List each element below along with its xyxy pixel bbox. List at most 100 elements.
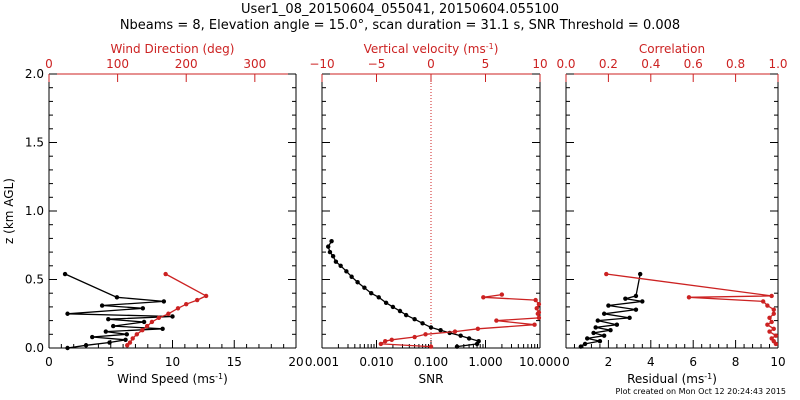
top-tick-label: 0: [427, 57, 435, 71]
top-tick-label: 5: [482, 57, 490, 71]
data-point: [638, 271, 643, 277]
data-point: [466, 336, 472, 341]
data-point: [378, 341, 384, 347]
data-point: [99, 303, 105, 308]
y-tick-label: 2.0: [25, 67, 44, 81]
y-tick-label: 1.5: [25, 136, 44, 150]
data-point: [420, 321, 425, 326]
data-point: [149, 319, 155, 325]
data-point: [376, 295, 381, 300]
data-point: [769, 319, 774, 325]
data-point: [130, 336, 135, 341]
data-point: [106, 317, 111, 322]
data-point: [124, 332, 130, 337]
top-tick-label: 0.8: [726, 57, 745, 71]
data-point: [533, 297, 538, 303]
data-point: [144, 323, 150, 329]
series-line: [606, 273, 778, 345]
data-point: [326, 244, 331, 249]
data-point: [390, 304, 396, 310]
data-point: [338, 263, 343, 268]
chart-title: User1_08_20150604_055041, 20150604.05510…: [241, 2, 559, 17]
x-tick-label: 0.001: [305, 355, 339, 369]
x-tick-label: 2: [605, 355, 613, 369]
x-tick-label: 10: [770, 355, 785, 369]
data-point: [595, 318, 600, 323]
data-point: [454, 344, 460, 349]
series-line: [126, 273, 208, 346]
x-tick-label: 20: [288, 355, 303, 369]
data-point: [327, 249, 333, 255]
data-point: [140, 327, 145, 333]
data-point: [428, 325, 434, 330]
top-tick-label: 0.0: [556, 57, 575, 71]
top-axis-label: Wind Direction (deg): [111, 42, 235, 56]
data-point: [438, 327, 443, 333]
data-point: [141, 319, 147, 325]
x-tick-label: 10: [165, 355, 180, 369]
data-point: [114, 295, 120, 300]
x-tick-label: 0: [45, 355, 53, 369]
data-point: [760, 299, 766, 304]
data-point: [389, 337, 394, 342]
data-point: [369, 291, 374, 296]
data-point: [412, 317, 417, 322]
y-tick-label: 1.0: [25, 204, 44, 218]
data-point: [601, 333, 607, 338]
x-tick-label: 0: [562, 355, 570, 369]
data-point: [428, 344, 434, 349]
data-point: [771, 307, 776, 312]
data-point: [627, 315, 632, 321]
x-tick-label: 1.000: [468, 355, 502, 369]
data-point: [767, 329, 772, 334]
data-point: [412, 334, 417, 340]
data-point: [614, 322, 620, 327]
data-point: [499, 292, 505, 297]
data-point: [585, 336, 590, 341]
data-point: [452, 329, 458, 334]
data-point: [597, 338, 603, 344]
data-point: [582, 341, 588, 347]
data-point: [103, 329, 109, 334]
data-point: [140, 306, 146, 311]
data-point: [604, 271, 609, 277]
data-point: [633, 293, 639, 299]
data-point: [606, 303, 611, 308]
data-point: [608, 327, 613, 333]
data-point: [536, 301, 542, 307]
top-tick-label: 300: [243, 57, 266, 71]
data-point: [633, 307, 639, 312]
data-point: [111, 323, 116, 329]
data-point: [65, 345, 70, 351]
series-line: [378, 293, 540, 348]
data-point: [123, 337, 128, 342]
data-point: [127, 340, 133, 345]
data-point: [175, 306, 181, 311]
data-point: [534, 306, 539, 311]
data-point: [640, 299, 645, 304]
top-tick-label: 100: [106, 57, 129, 71]
data-point: [475, 326, 481, 332]
data-point: [62, 271, 68, 277]
data-point: [156, 315, 161, 321]
plot-footer: Plot created on Mon Oct 12 20:24:43 2015: [615, 387, 786, 396]
data-point: [601, 311, 607, 316]
data-point: [166, 311, 171, 316]
data-point: [83, 343, 89, 348]
series-line: [64, 273, 173, 349]
x-tick-label: 8: [732, 355, 740, 369]
top-tick-label: 10: [532, 57, 547, 71]
top-tick-label: −5: [368, 57, 386, 71]
data-point: [767, 315, 772, 321]
series-correlation: [604, 271, 779, 347]
top-tick-label: 0.6: [684, 57, 703, 71]
data-point: [349, 274, 354, 279]
y-axis-label: z (km AGL): [2, 178, 16, 244]
data-point: [423, 332, 428, 337]
top-tick-label: −10: [309, 57, 334, 71]
data-point: [90, 334, 95, 340]
top-axis-label: Vertical velocity (ms-1): [364, 42, 499, 57]
x-tick-label: 0.010: [359, 355, 393, 369]
data-point: [355, 280, 360, 285]
